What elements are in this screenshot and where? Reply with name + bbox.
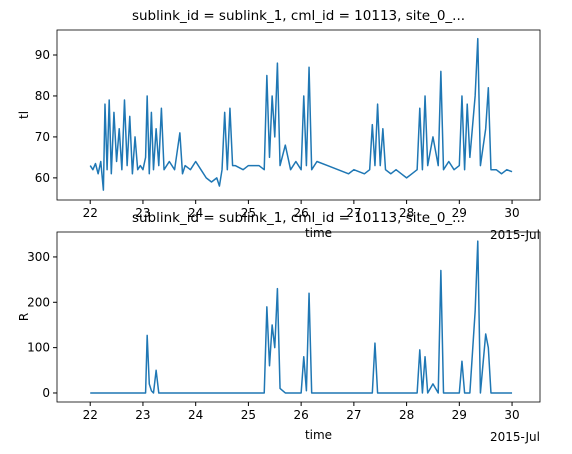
y-axis-label: tl xyxy=(17,111,31,119)
x-tick-label: 26 xyxy=(293,206,308,220)
x-axis-label: time xyxy=(305,428,332,442)
chart-title: sublink_id = sublink_1, cml_id = 10113, … xyxy=(132,210,465,226)
x-tick-label: 27 xyxy=(346,206,361,220)
y-tick-label: 70 xyxy=(35,130,50,144)
x-tick-label: 27 xyxy=(346,408,361,422)
x-tick-label: 29 xyxy=(452,206,467,220)
y-tick-label: 60 xyxy=(35,171,50,185)
x-tick-label: 30 xyxy=(504,206,519,220)
y-tick-label: 100 xyxy=(27,341,50,355)
x-tick-label: 22 xyxy=(83,408,98,422)
y-tick-label: 80 xyxy=(35,89,50,103)
x-tick-label: 24 xyxy=(188,408,203,422)
data-line xyxy=(89,37,513,191)
axes-frame xyxy=(56,231,541,403)
x-tick-label: 25 xyxy=(241,408,256,422)
x-tick-label: 25 xyxy=(241,206,256,220)
x-tick-label: 26 xyxy=(293,408,308,422)
x-tick-label: 22 xyxy=(83,206,98,220)
x-tick-label: 23 xyxy=(135,206,150,220)
x-tick-label: 24 xyxy=(188,206,203,220)
y-tick-label: 200 xyxy=(27,295,50,309)
x-tick-label: 29 xyxy=(452,408,467,422)
y-tick-label: 0 xyxy=(42,386,50,400)
data-line xyxy=(90,240,513,394)
x-axis-label: time xyxy=(305,226,332,240)
x-tick-label: 23 xyxy=(135,408,150,422)
y-tick-label: 90 xyxy=(35,48,50,62)
x-tick-label: 30 xyxy=(504,408,519,422)
x-tick-label: 28 xyxy=(399,408,414,422)
x-tick-label: 28 xyxy=(399,206,414,220)
y-tick-label: 300 xyxy=(27,250,50,264)
x-offset-label: 2015-Jul xyxy=(490,430,540,444)
axes-frame xyxy=(56,29,541,201)
chart-title: sublink_id = sublink_1, cml_id = 10113, … xyxy=(132,8,465,24)
y-axis-label: R xyxy=(17,313,31,321)
x-offset-label: 2015-Jul xyxy=(490,228,540,242)
